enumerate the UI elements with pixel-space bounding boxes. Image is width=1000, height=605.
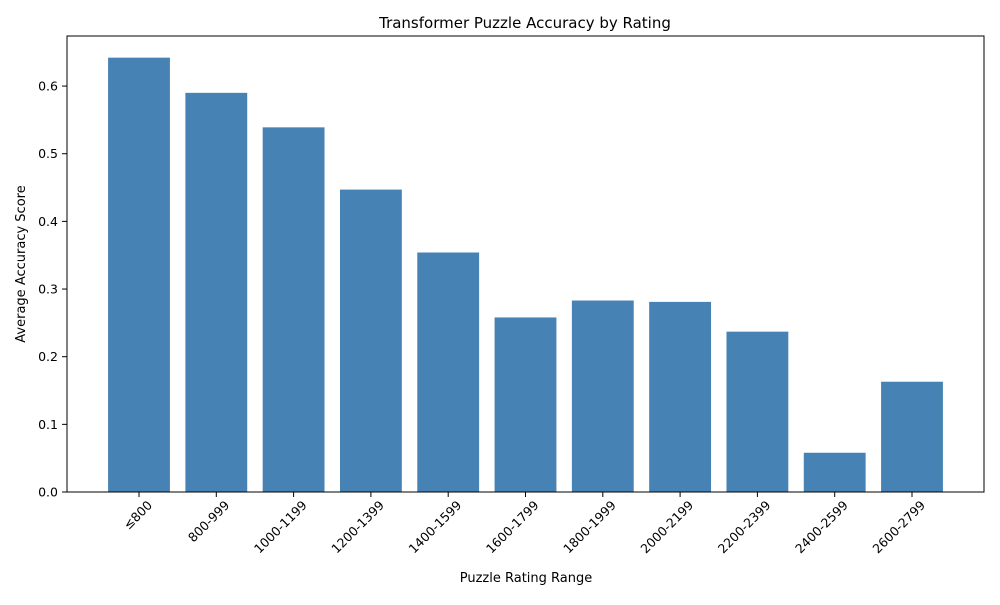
bar-10 — [881, 381, 943, 492]
bar-3 — [339, 189, 402, 492]
x-tick-label-9: 2400-2599 — [792, 497, 851, 556]
x-tick-label-10: 2600-2799 — [869, 497, 928, 556]
y-tick-label-4: 0.4 — [38, 214, 58, 229]
x-tick-label-8: 2200-2399 — [715, 497, 774, 556]
bar-7 — [649, 301, 712, 492]
y-tick-label-3: 0.3 — [38, 282, 58, 297]
x-tick-label-1: 800-999 — [185, 497, 233, 545]
bar-4 — [417, 252, 480, 492]
y-tick-label-2: 0.2 — [38, 349, 58, 364]
bar-9 — [803, 452, 866, 492]
x-tick-label-0: ≤800 — [120, 497, 155, 532]
y-tick-label-6: 0.6 — [38, 79, 58, 94]
y-tick-label-1: 0.1 — [38, 417, 58, 432]
bar-1 — [185, 92, 248, 492]
y-axis-label: Average Accuracy Score — [14, 185, 29, 342]
x-tick-label-7: 2000-2199 — [637, 497, 696, 556]
x-tick-label-5: 1600-1799 — [483, 497, 542, 556]
x-tick-label-2: 1000-1199 — [251, 497, 310, 556]
bar-6 — [571, 300, 634, 492]
plot-frame — [66, 35, 985, 493]
bar-0 — [108, 57, 170, 493]
x-tick-label-3: 1200-1399 — [328, 497, 387, 556]
x-tick-label-6: 1800-1999 — [560, 497, 619, 556]
y-axis-ticks: 0.0 0.1 0.2 0.3 0.4 0.5 0.6 — [38, 79, 67, 500]
bar-8 — [726, 331, 789, 492]
x-axis-ticks: ≤800 800-999 1000-1199 1200-1399 1400-1599 16… — [120, 492, 928, 556]
chart-title: Transformer Puzzle Accuracy by Rating — [378, 14, 671, 32]
bar-2 — [262, 127, 325, 492]
bar-5 — [494, 317, 557, 492]
x-tick-label-4: 1400-1599 — [406, 497, 465, 556]
x-axis-label: Puzzle Rating Range — [460, 571, 593, 586]
bars-group — [108, 57, 943, 493]
y-tick-label-0: 0.0 — [38, 485, 58, 500]
y-tick-label-5: 0.5 — [38, 146, 58, 161]
